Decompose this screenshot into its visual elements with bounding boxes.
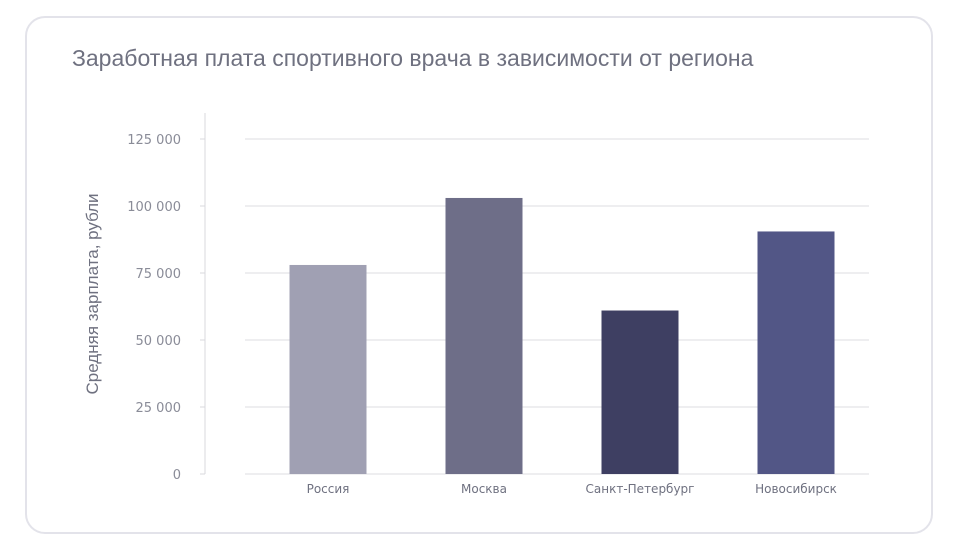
x-category-label: Москва xyxy=(461,482,507,496)
x-axis-labels: Россия Москва Санкт-Петербург Новосибирск xyxy=(307,482,837,496)
bar-4 xyxy=(757,231,835,474)
y-tick-label: 75 000 xyxy=(136,267,182,282)
y-tick-label: 0 xyxy=(173,468,181,483)
x-category-label: Новосибирск xyxy=(755,482,837,496)
chart-title: Заработная плата спортивного врача в зав… xyxy=(72,45,754,71)
y-tick-label: 50 000 xyxy=(136,334,182,349)
bar-2 xyxy=(445,197,523,474)
y-tick-label: 25 000 xyxy=(136,401,182,416)
y-tick-label: 125 000 xyxy=(127,133,181,148)
y-axis-ticks: 0 25 000 50 000 75 000 100 000 125 000 xyxy=(127,133,205,483)
bar-1 xyxy=(289,264,367,474)
bar-3 xyxy=(601,310,679,474)
y-tick-label: 100 000 xyxy=(127,200,181,215)
x-category-label: Санкт-Петербург xyxy=(586,482,695,496)
y-axis-title: Средняя зарплата, рубли xyxy=(83,193,102,394)
bars xyxy=(289,197,835,474)
x-category-label: Россия xyxy=(307,482,350,496)
